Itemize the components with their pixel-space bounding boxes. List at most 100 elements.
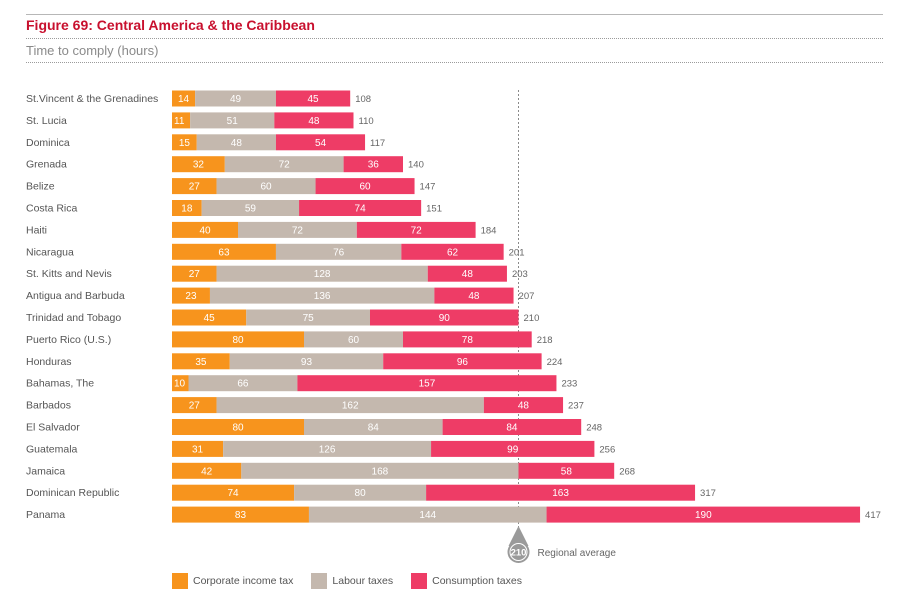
total-label: 184 [481,225,497,236]
data-label-labour: 136 [314,291,331,302]
total-label: 268 [619,466,635,477]
category-label: Nicaragua [26,246,74,258]
bar-segment-labour [216,397,484,414]
data-label-labour: 168 [372,466,389,477]
total-label: 203 [512,269,528,280]
bar-segment-labour [216,178,316,195]
data-label-corporate: 10 [174,379,186,390]
data-label-labour: 60 [260,182,272,193]
total-label: 207 [519,291,535,302]
data-label-labour: 76 [333,247,345,258]
data-label-consumption: 48 [518,401,530,412]
data-label-consumption: 60 [359,182,371,193]
category-label: Jamaica [26,465,65,477]
bar-segment-corporate [172,200,202,216]
bar-segment-consumption [370,309,519,326]
regional-average-marker [507,541,530,563]
bar-segment-labour [223,440,432,457]
total-label: 218 [537,335,553,346]
bar-segment-labour [241,462,519,479]
bar-segment-consumption [356,221,476,238]
data-label-corporate: 80 [232,423,244,434]
data-label-consumption: 90 [439,313,451,324]
data-label-corporate: 42 [201,466,213,477]
data-label-labour: 84 [368,423,380,434]
bar-segment-labour [308,506,547,523]
category-label: Belize [26,181,55,193]
category-label: Trinidad and Tobago [26,312,121,324]
data-label-corporate: 27 [189,182,201,193]
bar-segment-corporate [172,397,217,414]
bar-segment-corporate [172,265,217,282]
legend-label-corporate: Corporate income tax [193,575,294,587]
bar-segment-consumption [427,265,507,282]
bar-segment-corporate [172,156,225,173]
data-label-corporate: 14 [178,94,190,105]
bar-segment-consumption [546,506,861,523]
legend-swatch-consumption [411,573,428,589]
bar-segment-consumption [274,112,354,129]
regional-average-marker-pointer [508,526,529,546]
data-label-corporate: 40 [199,225,211,236]
category-label: Grenada [26,159,67,171]
bar-segment-corporate [172,134,197,151]
subtitle-divider [26,62,883,63]
bar-segment-labour [275,243,402,260]
bar-segment-labour [246,309,370,326]
data-label-consumption: 58 [561,466,573,477]
data-label-consumption: 96 [457,357,469,368]
data-label-labour: 51 [227,116,239,127]
category-label: Honduras [26,356,72,368]
bar-segment-corporate [172,243,276,260]
bar-segment-consumption [275,90,351,107]
category-label: St. Lucia [26,115,67,127]
bar-segment-labour [196,134,276,151]
data-label-consumption: 45 [308,94,320,105]
bar-segment-corporate [172,484,295,501]
total-label: 233 [561,379,577,390]
total-label: 201 [509,247,525,258]
regional-average-label: Regional average [538,548,617,559]
bar-segment-labour [224,156,344,173]
data-label-consumption: 99 [507,444,519,455]
bar-segment-consumption [299,200,422,216]
bar-segment-consumption [518,462,615,479]
category-label: Antigua and Barbuda [26,290,125,302]
top-rule [26,14,883,15]
data-label-labour: 75 [303,313,315,324]
bar-segment-consumption [442,419,582,435]
total-label: 210 [524,313,540,324]
data-label-labour: 60 [348,335,360,346]
category-label: Costa Rica [26,203,78,215]
bar-segment-consumption [483,397,564,414]
bar-segment-corporate [172,221,238,238]
category-label: Guatemala [26,443,78,455]
bar-segment-corporate [172,178,217,195]
bar-segment-corporate [172,462,242,479]
legend-label-labour: Labour taxes [332,575,394,587]
data-label-labour: 80 [355,488,367,499]
bar-segment-labour [304,419,443,435]
bar-segment-labour [216,265,428,282]
data-label-consumption: 72 [411,225,423,236]
total-label: 237 [568,401,584,412]
bar-segment-labour [304,331,403,348]
data-label-consumption: 157 [419,379,436,390]
data-label-corporate: 63 [218,247,230,258]
bar-segment-consumption [383,353,542,370]
data-label-labour: 59 [245,204,257,215]
data-label-corporate: 32 [193,160,205,171]
category-label: Haiti [26,224,47,236]
total-label: 248 [586,423,602,434]
data-label-corporate: 80 [232,335,244,346]
data-label-corporate: 74 [227,488,239,499]
regional-average-marker-ring [509,543,528,561]
category-label: Panama [26,509,65,521]
total-label: 151 [426,204,442,215]
bar-segment-consumption [315,178,415,195]
bar-segment-labour [188,375,298,392]
total-label: 117 [370,138,385,149]
data-label-consumption: 190 [695,510,712,521]
data-label-consumption: 78 [462,335,474,346]
